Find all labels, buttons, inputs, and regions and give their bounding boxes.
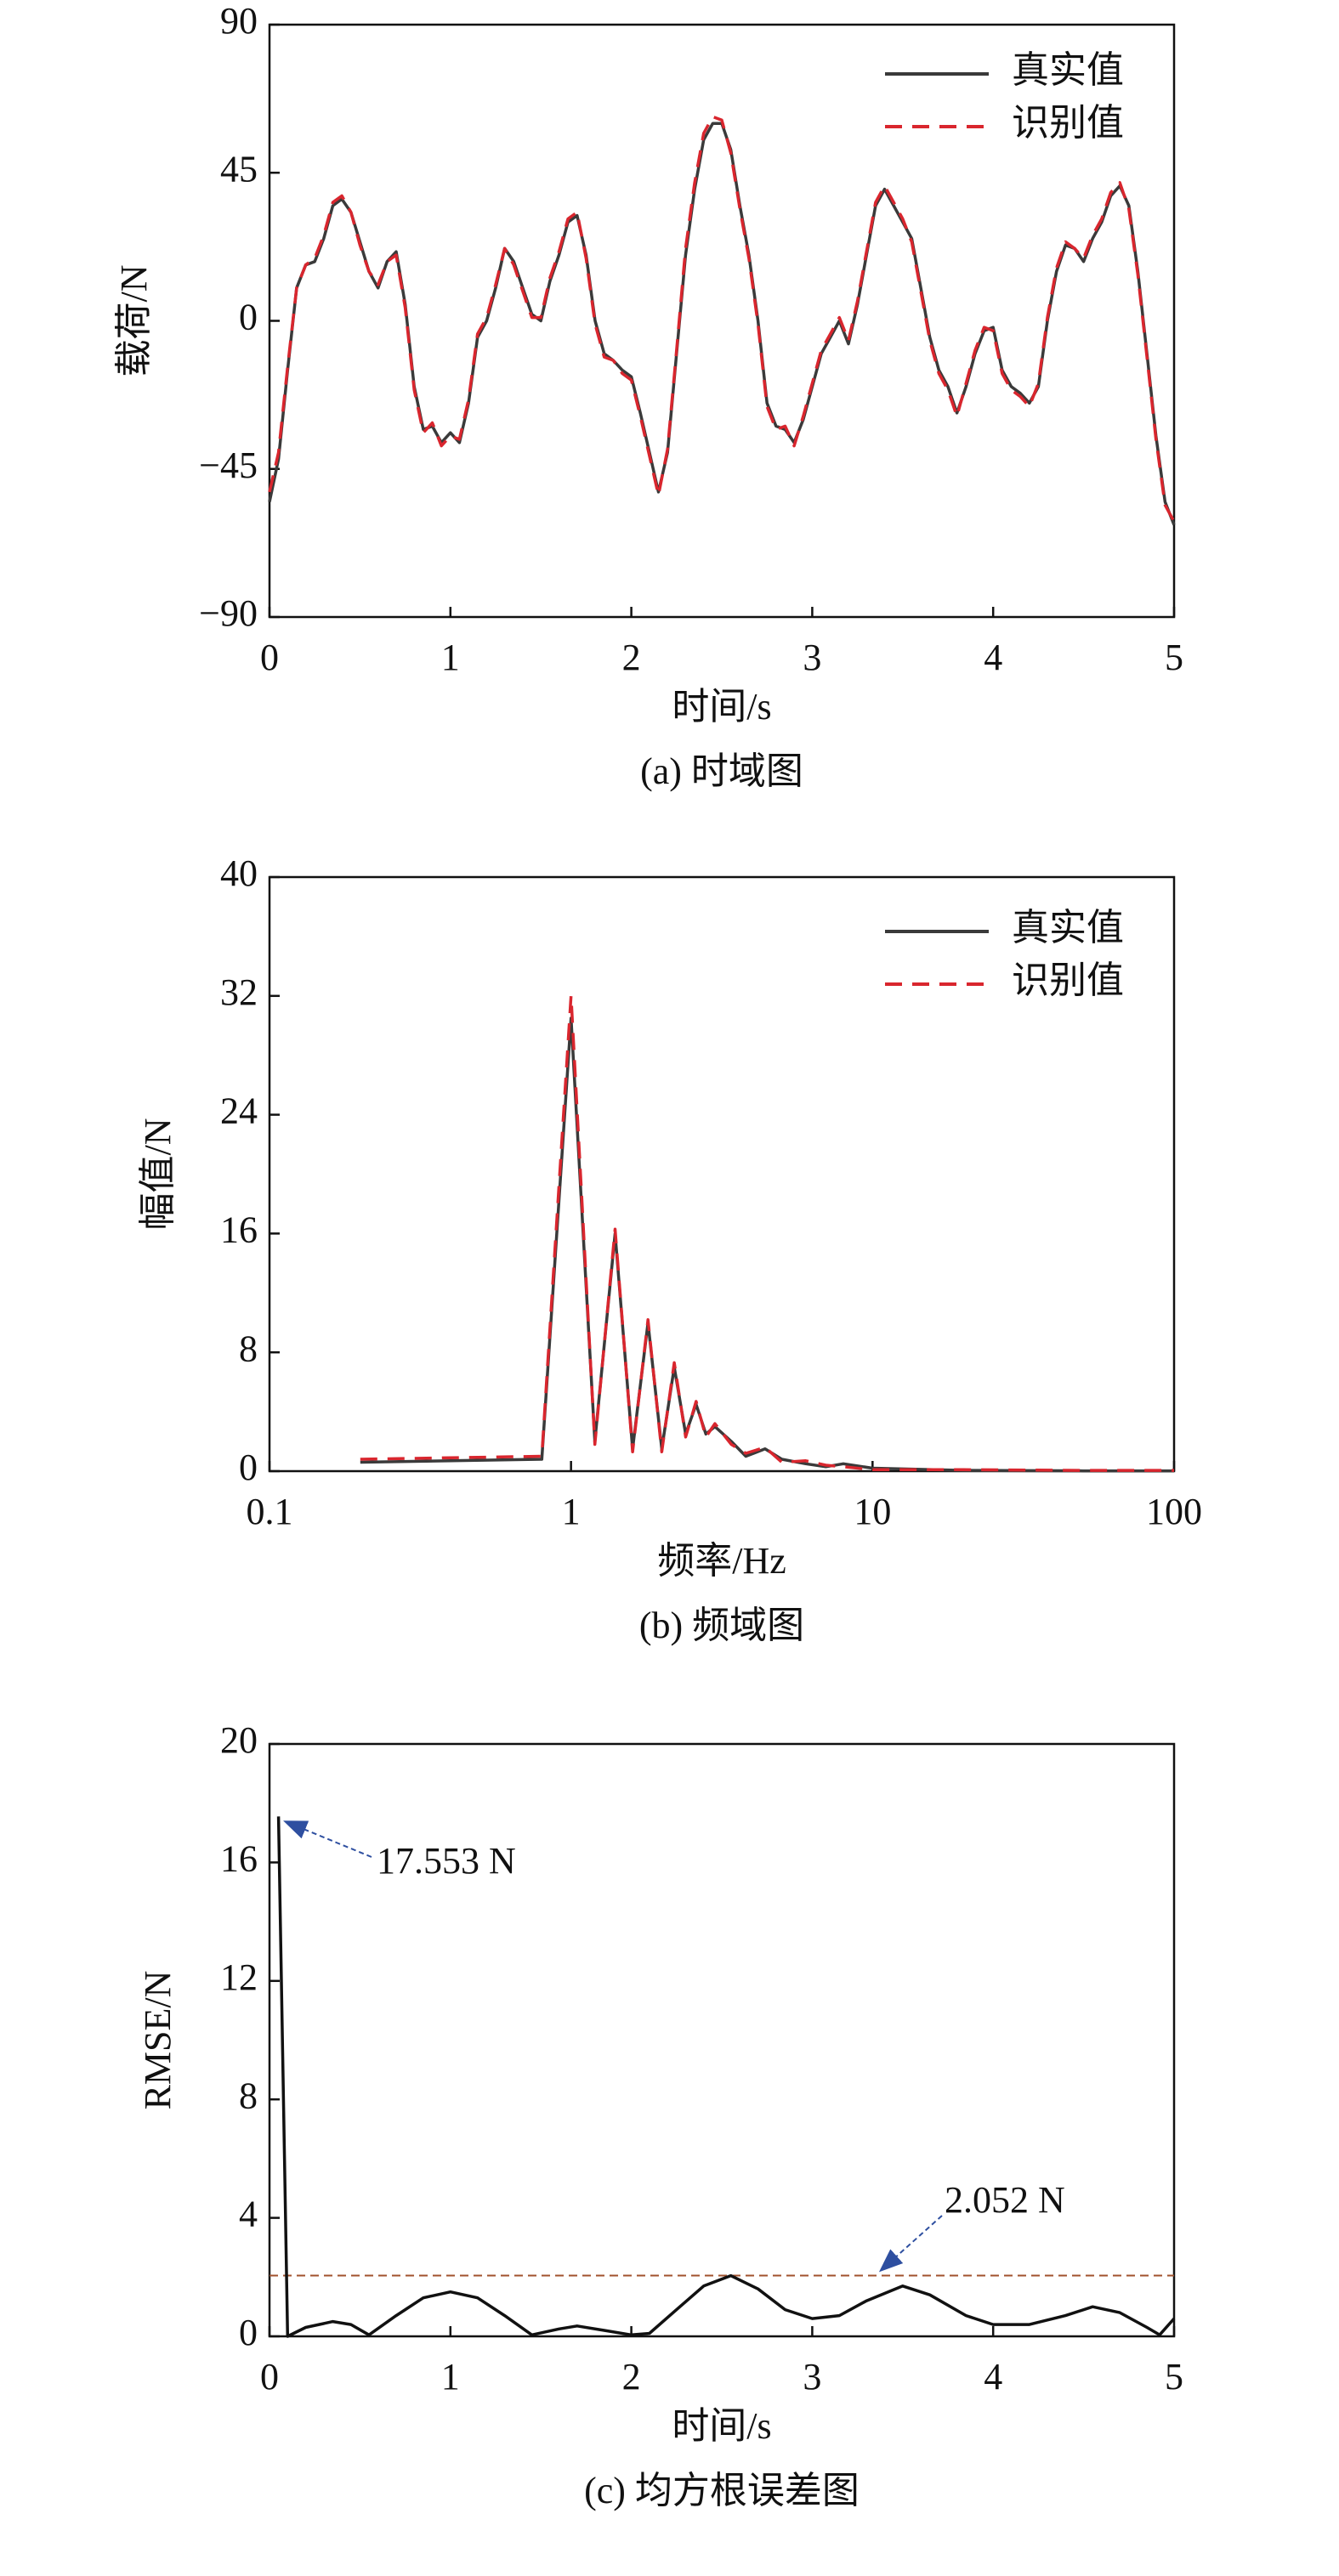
y-tick-label: 40 — [220, 852, 258, 894]
y-tick-label: 16 — [220, 1837, 258, 1879]
y-tick-label: 45 — [220, 148, 258, 190]
x-tick-label: 5 — [1165, 637, 1183, 678]
series-line — [268, 115, 1176, 523]
y-tick-label: 0 — [239, 297, 258, 338]
plot-frame — [268, 1742, 1176, 2338]
reference-label: 2.052 N — [945, 2179, 1065, 2221]
y-tick-label: 8 — [239, 1328, 258, 1369]
x-tick-label: 3 — [803, 2356, 821, 2398]
y-axis-label: 幅值/N — [137, 1118, 179, 1231]
series-line — [268, 122, 1176, 526]
y-tick-label: 20 — [220, 1719, 258, 1761]
x-tick-label: 2 — [622, 637, 641, 678]
y-axis-label: RMSE/N — [137, 1971, 179, 2110]
x-tick-label: 0.1 — [247, 1491, 293, 1532]
y-tick-label: −90 — [199, 592, 258, 634]
y-tick-label: 24 — [220, 1090, 258, 1132]
legend-label: 真实值 — [1012, 907, 1124, 948]
x-tick-label: 5 — [1165, 2356, 1183, 2398]
x-tick-label: 3 — [803, 637, 821, 678]
y-tick-label: 16 — [220, 1209, 258, 1250]
series-line — [276, 1816, 1176, 2338]
legend-label: 识别值 — [1012, 102, 1124, 144]
x-tick-label: 0 — [260, 2356, 279, 2398]
y-tick-label: 12 — [220, 1956, 258, 1998]
x-tick-label: 4 — [984, 637, 1002, 678]
x-tick-label: 10 — [854, 1491, 891, 1532]
y-tick-label: 90 — [220, 0, 258, 42]
caption: (a) 时域图 — [640, 750, 803, 792]
x-tick-label: 1 — [441, 2356, 460, 2398]
y-tick-label: 8 — [239, 2075, 258, 2116]
x-tick-label: 1 — [441, 637, 460, 678]
annotation-arrow — [878, 2215, 943, 2273]
x-tick-label: 4 — [984, 2356, 1002, 2398]
plot-frame — [268, 875, 1176, 1473]
x-tick-label: 1 — [562, 1491, 581, 1532]
x-axis-label: 频率/Hz — [657, 1540, 786, 1582]
x-tick-label: 0 — [260, 637, 279, 678]
x-tick-label: 100 — [1146, 1491, 1202, 1532]
legend-label: 识别值 — [1012, 960, 1124, 1001]
legend-label: 真实值 — [1012, 49, 1124, 91]
x-tick-label: 2 — [622, 2356, 641, 2398]
annotation-label: 17.553 N — [377, 1840, 516, 1882]
series-line — [360, 1016, 1174, 1473]
y-tick-label: 0 — [239, 2312, 258, 2353]
x-axis-label: 时间/s — [672, 2405, 771, 2447]
annotation-arrow — [283, 1820, 372, 1858]
y-tick-label: −45 — [199, 444, 258, 486]
y-tick-label: 0 — [239, 1447, 258, 1488]
y-axis-label: 载荷/N — [113, 265, 155, 377]
y-tick-label: 32 — [220, 971, 258, 1013]
caption: (c) 均方根误差图 — [584, 2470, 860, 2511]
series-line — [360, 994, 1174, 1472]
x-axis-label: 时间/s — [672, 686, 771, 728]
caption: (b) 频域图 — [639, 1605, 804, 1646]
y-tick-label: 4 — [239, 2194, 258, 2235]
